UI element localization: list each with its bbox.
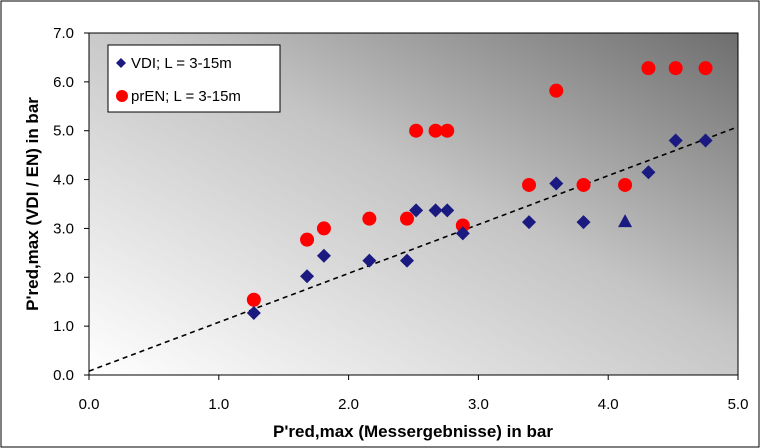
y-tick-label: 5.0 xyxy=(53,123,74,140)
pren-point xyxy=(668,61,683,76)
legend-diamond-icon xyxy=(116,58,126,68)
y-tick-label: 7.0 xyxy=(53,25,74,42)
y-axis-title: P'red,max (VDI / EN) in bar xyxy=(23,97,42,311)
pren-point xyxy=(576,177,591,192)
vdi-point xyxy=(300,269,315,284)
vdi-point xyxy=(246,305,261,320)
pren-point xyxy=(428,123,443,138)
pren-point xyxy=(316,221,331,236)
x-tick-label: 4.0 xyxy=(598,396,619,413)
y-tick-label: 1.0 xyxy=(53,318,74,335)
pren-point xyxy=(641,61,656,76)
pren-point xyxy=(522,177,537,192)
vdi-point xyxy=(668,133,683,148)
legend: VDI; L = 3-15m prEN; L = 3-15m xyxy=(107,44,281,113)
vdi-point xyxy=(440,203,455,218)
vdi-point xyxy=(455,226,470,241)
pren-point xyxy=(409,123,424,138)
pren-point xyxy=(440,123,455,138)
vdi-point xyxy=(698,133,713,148)
vdi-point xyxy=(576,215,591,230)
x-tick-label: 3.0 xyxy=(468,396,489,413)
pren-point xyxy=(400,211,415,226)
vdi-point xyxy=(428,203,443,218)
vdi-triangle-point xyxy=(618,214,633,228)
pren-point xyxy=(300,232,315,247)
pren-point xyxy=(549,83,564,98)
vdi-point xyxy=(641,165,656,180)
vdi-point xyxy=(409,203,424,218)
pren-point xyxy=(362,211,377,226)
legend-circle-icon xyxy=(116,90,128,102)
tick-layer: 0.0 1.0 2.0 3.0 4.0 5.0 0.0 1.0 2.0 3.0 4.0 5.0 6.0 7… xyxy=(53,25,748,413)
pren-point xyxy=(698,61,713,76)
y-tick-label: 2.0 xyxy=(53,269,74,286)
pren-point xyxy=(618,177,633,192)
x-axis-title: P'red,max (Messergebnisse) in bar xyxy=(273,422,553,441)
legend-label-pren: prEN; L = 3-15m xyxy=(131,88,241,105)
y-tick-label: 6.0 xyxy=(53,74,74,91)
pren-point xyxy=(246,292,261,307)
y-tick-label: 0.0 xyxy=(53,367,74,384)
reference-line xyxy=(88,126,739,372)
x-tick-label: 5.0 xyxy=(728,396,749,413)
vdi-point xyxy=(400,253,415,268)
y-tick-label: 4.0 xyxy=(53,172,74,189)
vdi-point xyxy=(549,176,564,191)
x-tick-label: 2.0 xyxy=(338,396,359,413)
pren-point xyxy=(455,218,470,233)
marker-layer xyxy=(246,61,713,320)
vdi-point xyxy=(362,253,377,268)
legend-label-vdi: VDI; L = 3-15m xyxy=(131,55,232,72)
x-tick-label: 0.0 xyxy=(79,396,100,413)
reference-line-layer xyxy=(88,126,739,372)
vdi-point xyxy=(522,215,537,230)
y-tick-label: 3.0 xyxy=(53,220,74,237)
vdi-point xyxy=(316,248,331,263)
legend-box xyxy=(107,44,281,113)
x-tick-label: 1.0 xyxy=(208,396,229,413)
